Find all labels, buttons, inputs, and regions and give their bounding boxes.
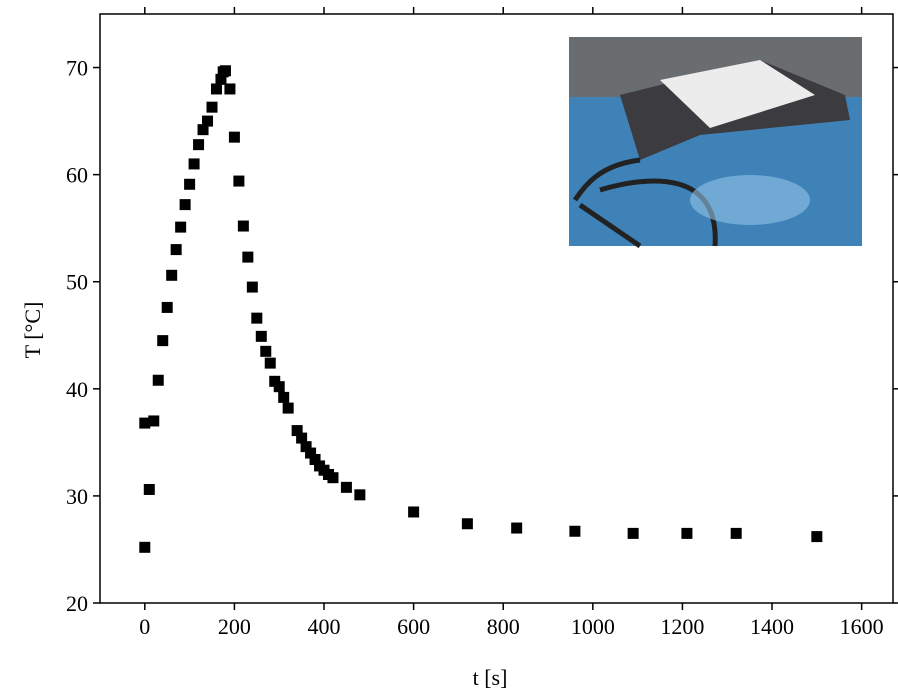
y-tick-label: 30	[66, 484, 88, 509]
y-tick-label: 20	[66, 591, 88, 616]
x-tick-label: 1600	[840, 614, 884, 639]
x-tick-label: 0	[139, 614, 150, 639]
data-point	[260, 345, 272, 357]
data-point	[197, 124, 209, 136]
data-point	[157, 335, 169, 347]
data-point	[215, 73, 227, 85]
data-point	[461, 518, 473, 530]
x-tick-label: 600	[397, 614, 430, 639]
x-tick-label: 1400	[750, 614, 794, 639]
data-point	[255, 330, 267, 342]
data-point	[309, 453, 321, 465]
data-point	[206, 101, 218, 113]
y-tick-label: 50	[66, 270, 88, 295]
data-point	[327, 472, 339, 484]
data-point	[228, 131, 240, 143]
data-point	[233, 175, 245, 187]
data-point	[175, 221, 187, 233]
data-point	[681, 527, 693, 539]
data-point	[251, 312, 263, 324]
data-point	[237, 220, 249, 232]
data-point	[408, 506, 420, 518]
data-point	[166, 269, 178, 281]
x-tick-label: 400	[308, 614, 341, 639]
data-point	[219, 65, 231, 77]
inset-photo	[569, 37, 862, 249]
data-point	[291, 425, 303, 437]
data-point	[184, 178, 196, 190]
data-point	[273, 381, 285, 393]
y-tick-label: 60	[66, 163, 88, 188]
data-point	[811, 531, 823, 543]
x-tick-label: 200	[218, 614, 251, 639]
y-tick-label: 70	[66, 56, 88, 81]
data-point	[161, 301, 173, 313]
y-axis-label: T [°C]	[20, 302, 45, 359]
data-point	[170, 244, 182, 256]
data-point	[139, 417, 151, 429]
data-point	[193, 139, 205, 151]
data-point	[627, 527, 639, 539]
data-point	[340, 481, 352, 493]
y-tick-label: 40	[66, 377, 88, 402]
data-point	[264, 357, 276, 369]
x-axis-label: t [s]	[473, 665, 508, 690]
data-point	[139, 541, 151, 553]
x-tick-label: 1200	[660, 614, 704, 639]
data-point	[300, 441, 312, 453]
data-point	[305, 447, 317, 459]
data-point	[511, 522, 523, 534]
data-point	[569, 525, 581, 537]
data-point	[224, 83, 236, 95]
data-point	[278, 391, 290, 403]
data-point	[354, 489, 366, 501]
data-point	[296, 432, 308, 444]
data-point	[242, 251, 254, 263]
data-point	[246, 281, 258, 293]
x-tick-label: 1000	[571, 614, 615, 639]
plot-frame	[99, 13, 894, 604]
data-point	[143, 483, 155, 495]
data-point	[202, 115, 214, 127]
data-point	[152, 374, 164, 386]
data-point	[179, 199, 191, 211]
data-point	[148, 415, 160, 427]
data-point	[282, 402, 294, 414]
x-tick-label: 800	[487, 614, 520, 639]
data-point	[210, 83, 222, 95]
data-point	[730, 527, 742, 539]
data-point	[188, 158, 200, 170]
